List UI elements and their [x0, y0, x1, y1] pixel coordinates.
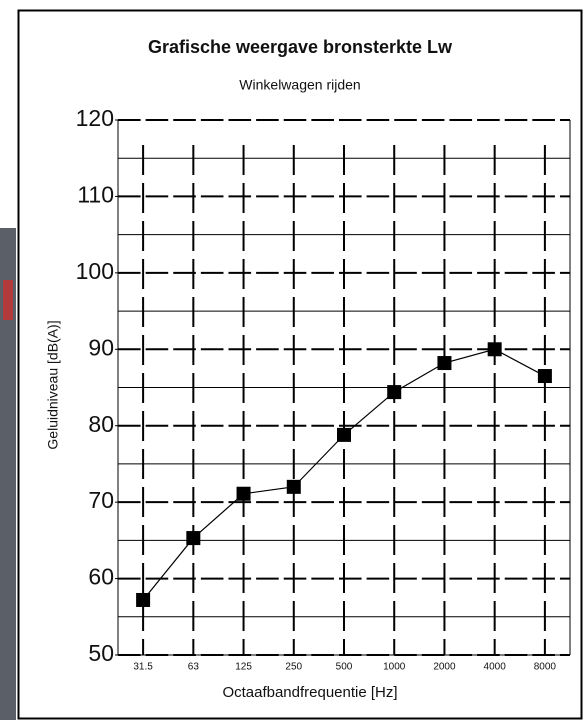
- x-tick-label: 8000: [534, 662, 557, 673]
- data-point: [538, 369, 552, 383]
- data-point: [387, 385, 401, 399]
- x-tick-label: 1000: [383, 662, 406, 673]
- page: {"chart_data": {"type": "line", "title":…: [0, 0, 586, 720]
- data-point: [287, 480, 301, 494]
- y-tick-label: 120: [76, 105, 114, 131]
- y-tick-label: 60: [88, 564, 114, 590]
- y-tick-label: 100: [76, 258, 114, 284]
- data-point: [488, 342, 502, 356]
- data-point: [136, 593, 150, 607]
- data-point: [437, 356, 451, 370]
- background-photo-detail: [3, 280, 13, 320]
- y-tick-label: 50: [88, 640, 114, 666]
- y-axis-label: Geluidniveau [dB(A)]: [45, 320, 61, 449]
- x-tick-label: 2000: [433, 662, 456, 673]
- chart-title: Grafische weergave bronsterkte Lw: [148, 37, 453, 57]
- y-tick-label: 80: [88, 411, 114, 437]
- x-tick-label: 125: [235, 662, 252, 673]
- x-tick-label: 31.5: [133, 662, 153, 673]
- y-tick-label: 70: [88, 487, 114, 513]
- y-tick-label: 90: [88, 334, 114, 360]
- data-point: [186, 531, 200, 545]
- x-tick-label: 63: [188, 662, 200, 673]
- x-tick-label: 4000: [484, 662, 507, 673]
- x-axis-label: Octaafbandfrequentie [Hz]: [222, 684, 397, 701]
- chart-subtitle: Winkelwagen rijden: [239, 77, 360, 93]
- chart: Grafische weergave bronsterkte Lw Winkel…: [0, 0, 586, 720]
- data-point: [337, 428, 351, 442]
- y-tick-label: 110: [77, 182, 114, 208]
- data-point: [237, 487, 251, 501]
- x-tick-label: 250: [285, 662, 302, 673]
- x-tick-label: 500: [336, 662, 353, 673]
